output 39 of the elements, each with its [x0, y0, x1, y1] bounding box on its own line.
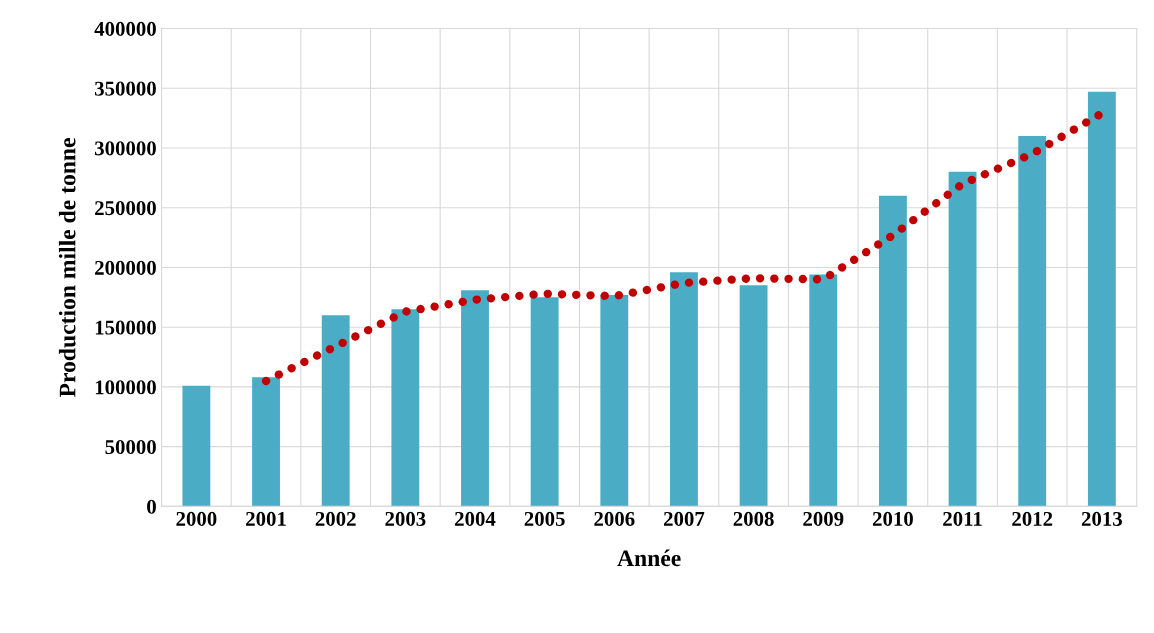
bar — [321, 315, 350, 507]
y-tick-label: 250000 — [95, 201, 156, 216]
y-tick-label: 200000 — [95, 260, 156, 275]
bar — [600, 294, 629, 507]
y-tick-label: 100000 — [95, 380, 156, 395]
bar — [1018, 136, 1047, 507]
x-tick-label: 2009 — [803, 511, 844, 526]
y-tick-label: 0 — [147, 499, 156, 514]
x-tick-label: 2010 — [872, 511, 913, 526]
bar — [670, 272, 698, 507]
x-tick-label: 2008 — [733, 511, 774, 526]
x-tick-label: 2005 — [524, 511, 565, 526]
y-tick-label: 300000 — [94, 141, 156, 156]
x-axis-title: Année — [617, 549, 681, 567]
x-tick-label: 2006 — [594, 511, 635, 526]
y-tick-label: 50000 — [105, 440, 156, 455]
bar — [182, 385, 211, 507]
x-tick-label: 2000 — [176, 511, 217, 526]
y-tick-label: 400000 — [94, 21, 156, 36]
y-axis-title: Production mille de tonne — [58, 138, 76, 398]
x-tick-label: 2007 — [663, 511, 705, 526]
y-tick-label: 350000 — [94, 81, 156, 96]
x-tick-label: 2003 — [385, 511, 426, 526]
x-tick-label: 2004 — [455, 511, 496, 526]
x-tick-label: 2011 — [943, 511, 982, 526]
y-tick-label: 150000 — [95, 320, 156, 335]
bar — [948, 171, 977, 507]
x-tick-label: 2001 — [246, 511, 286, 526]
bar — [1087, 91, 1116, 507]
bar — [739, 285, 768, 507]
x-tick-label: 2002 — [315, 511, 356, 526]
bar — [391, 309, 420, 507]
x-tick-label: 2013 — [1081, 511, 1122, 526]
bar — [530, 297, 559, 507]
bar — [461, 290, 489, 507]
bar — [809, 274, 838, 507]
bar — [252, 377, 280, 507]
x-tick-label: 2012 — [1012, 511, 1053, 526]
bar — [878, 195, 907, 507]
